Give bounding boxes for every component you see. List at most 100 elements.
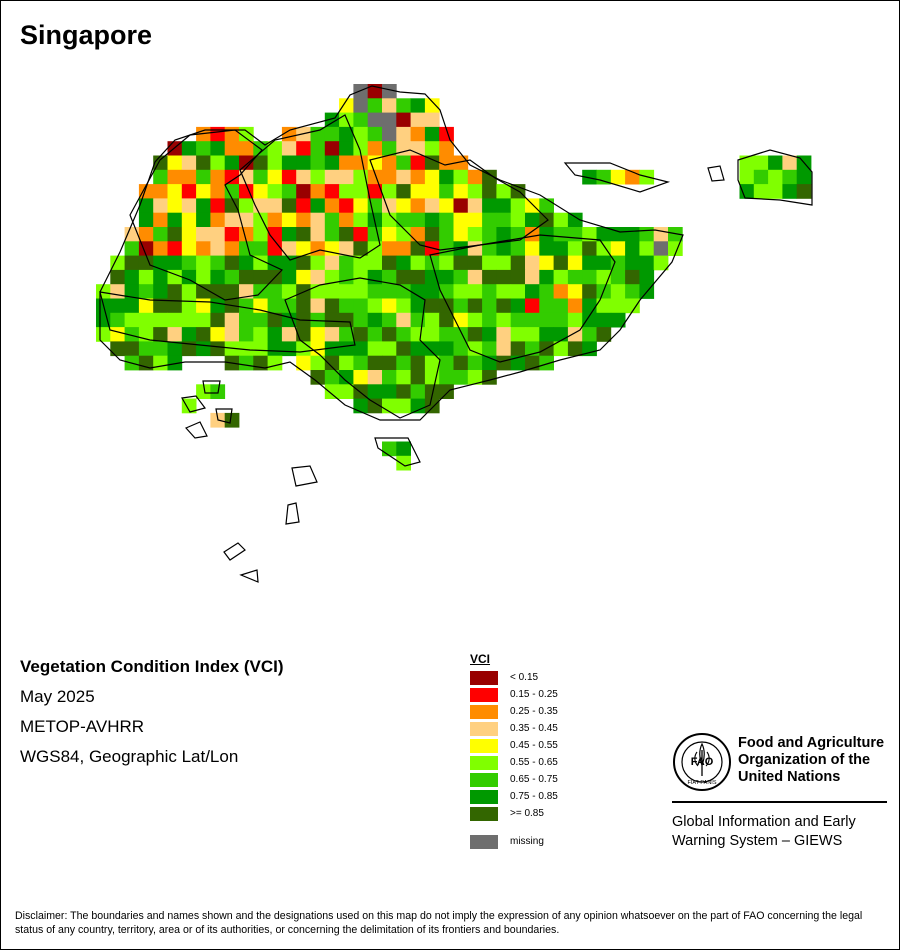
vci-pixel: [224, 155, 240, 171]
vci-pixel: [353, 98, 369, 113]
vci-pixel: [610, 312, 626, 328]
vci-pixel: [296, 155, 311, 171]
vci-pixel: [596, 227, 612, 242]
vci-pixel: [782, 155, 798, 171]
vci-pixel: [353, 370, 369, 385]
vci-pixel: [224, 255, 240, 271]
vci-pixel: [210, 269, 226, 285]
fao-name-line: Food and Agriculture: [738, 735, 885, 751]
vci-pixel: [281, 227, 297, 242]
vci-pixel: [396, 355, 411, 371]
legend-label: 0.65 - 0.75: [510, 774, 558, 785]
vci-pixel: [382, 155, 397, 171]
vci-pixel: [539, 355, 554, 371]
vci-pixel: [110, 284, 125, 299]
vci-pixel: [510, 241, 526, 256]
vci-pixel: [153, 284, 168, 299]
vci-pixel: [382, 355, 397, 371]
vci-pixel: [224, 284, 240, 299]
vci-pixel: [224, 184, 240, 199]
vci-pixel: [310, 126, 326, 142]
vci-pixel: [453, 355, 469, 371]
vci-pixel: [153, 227, 168, 242]
vci-pixel: [138, 312, 154, 328]
vci-pixel: [653, 241, 669, 256]
vci-pixel: [124, 241, 140, 256]
vci-pixel: [796, 184, 812, 199]
product-title: Vegetation Condition Index (VCI): [20, 657, 284, 676]
vci-pixel: [196, 141, 211, 156]
vci-pixel: [196, 284, 211, 299]
boundary-outline: [239, 569, 259, 583]
vci-pixel: [467, 227, 483, 242]
vci-pixel: [153, 184, 168, 199]
vci-pixel: [196, 327, 211, 342]
vci-pixel: [496, 341, 512, 357]
vci-pixel: [739, 184, 755, 199]
vci-pixel: [296, 355, 311, 371]
vci-pixel: [424, 212, 440, 228]
vci-pixel: [167, 241, 183, 256]
vci-pixel: [382, 212, 397, 228]
vci-pixel: [439, 312, 454, 328]
vci-pixel: [267, 198, 283, 214]
vci-pixel: [267, 284, 283, 299]
vci-pixel: [239, 155, 254, 171]
vci-pixel: [210, 198, 226, 214]
vci-pixel: [353, 141, 369, 156]
vci-pixel: [739, 169, 755, 185]
vci-pixel: [324, 212, 340, 228]
vci-pixel: [453, 227, 469, 242]
boundary-outline: [285, 502, 300, 525]
vci-pixel: [424, 141, 440, 156]
vci-pixel: [525, 227, 540, 242]
legend-swatch: [470, 739, 498, 753]
vci-pixel: [567, 312, 583, 328]
vci-pixel: [324, 312, 340, 328]
vci-pixel: [768, 155, 783, 171]
vci-pixel: [396, 312, 411, 328]
vci-pixel: [482, 184, 497, 199]
vci-pixel: [339, 212, 354, 228]
vci-pixel: [496, 184, 512, 199]
vci-pixel: [267, 184, 283, 199]
vci-pixel: [410, 155, 426, 171]
vci-pixel: [181, 155, 197, 171]
vci-pixel: [224, 126, 240, 142]
vci-pixel: [224, 312, 240, 328]
vci-pixel: [324, 141, 340, 156]
vci-pixel: [553, 269, 569, 285]
vci-pixel: [639, 227, 655, 242]
vci-pixel: [353, 112, 369, 128]
vci-pixel: [453, 269, 469, 285]
vci-pixel: [410, 355, 426, 371]
vci-pixel: [367, 298, 383, 314]
vci-pixel: [453, 370, 469, 385]
vci-pixel: [753, 169, 769, 185]
vci-pixel: [339, 327, 354, 342]
vci-pixel: [553, 327, 569, 342]
vci-pixel: [510, 327, 526, 342]
vci-pixel: [339, 312, 354, 328]
legend-label: 0.15 - 0.25: [510, 689, 558, 700]
vci-pixel: [496, 227, 512, 242]
fao-logo-text: FAO: [691, 756, 714, 768]
vci-pixel: [424, 355, 440, 371]
legend-swatch: [470, 807, 498, 821]
vci-pixel: [267, 327, 283, 342]
vci-pixel: [310, 212, 326, 228]
vci-pixel: [239, 255, 254, 271]
vci-pixel: [210, 212, 226, 228]
vci-pixel: [567, 341, 583, 357]
vci-pixel: [253, 184, 268, 199]
vci-pixel: [453, 284, 469, 299]
vci-pixel: [296, 227, 311, 242]
vci-pixel: [424, 126, 440, 142]
vci-pixel: [224, 327, 240, 342]
vci-pixel: [324, 269, 340, 285]
vci-pixel: [167, 169, 183, 185]
vci-pixel: [567, 227, 583, 242]
vci-pixel: [510, 198, 526, 214]
vci-pixel: [96, 327, 111, 342]
vci-pixel: [281, 241, 297, 256]
